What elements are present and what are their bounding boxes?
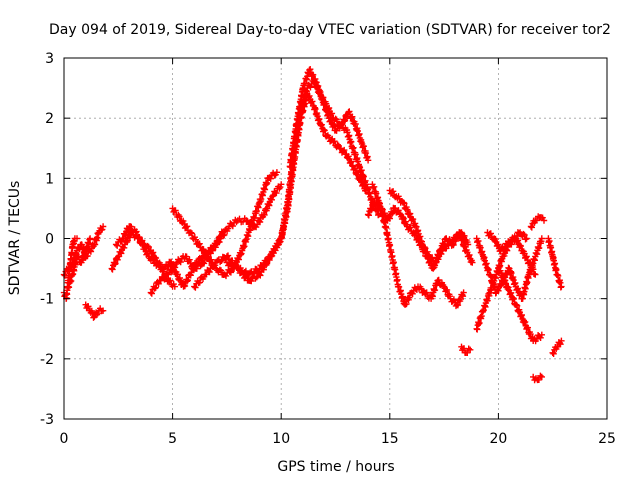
series-arc-21 [530, 373, 545, 384]
series-arc-22 [545, 235, 564, 290]
series-arc-14 [387, 187, 472, 267]
data-point-markers [528, 213, 547, 230]
x-tick-label: 10 [272, 431, 290, 447]
data-point-markers [113, 223, 178, 290]
x-tick-label: 25 [598, 431, 616, 447]
chart-title: Day 094 of 2019, Sidereal Day-to-day VTE… [49, 22, 611, 38]
series-arc-4 [83, 302, 107, 321]
data-point-markers [387, 187, 472, 267]
y-axis-label: SDTVAR / TECUs [7, 181, 23, 296]
data-point-markers [530, 373, 545, 384]
y-tick-label: -1 [40, 292, 54, 308]
x-tick-label: 20 [489, 431, 507, 447]
series-arc-23 [550, 338, 565, 357]
x-tick-label: 5 [168, 431, 177, 447]
y-tick-label: -2 [40, 352, 54, 368]
x-tick-label: 0 [60, 431, 69, 447]
series-arc-6 [113, 223, 178, 290]
y-tick-label: 1 [45, 171, 54, 187]
sdtvar-chart: Day 094 of 2019, Sidereal Day-to-day VTE… [0, 0, 640, 480]
data-point-markers [550, 338, 565, 357]
series-arc-20 [528, 213, 547, 230]
x-axis-label: GPS time / hours [277, 459, 394, 475]
y-tick-label: 0 [45, 232, 54, 248]
data-point-markers [83, 302, 107, 321]
data-point-markers [458, 344, 473, 356]
y-tick-label: 2 [45, 111, 54, 127]
y-tick-label: 3 [45, 51, 54, 67]
data-point-markers [495, 265, 545, 344]
series-arc-18 [495, 265, 545, 344]
series-arc-15 [458, 344, 473, 356]
data-series [61, 66, 565, 383]
y-tick-label: -3 [40, 412, 54, 428]
data-point-markers [545, 235, 564, 290]
x-tick-label: 15 [381, 431, 399, 447]
